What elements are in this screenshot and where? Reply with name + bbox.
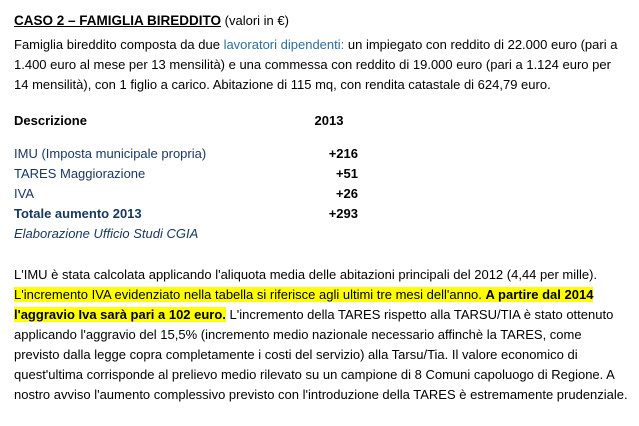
analysis-paragraph: L'IMU è stata calcolata applicando l'ali… xyxy=(14,265,628,405)
document-page: CASO 2 – FAMIGLIA BIREDDITO (valori in €… xyxy=(14,12,628,405)
highlight-bold-text: A partire dal 2014 l'aggravio Iva sarà p… xyxy=(14,287,594,322)
case-title: CASO 2 – FAMIGLIA BIREDDITO (valori in €… xyxy=(14,12,626,30)
table-row: IMU (Imposta municipale propria) +216 xyxy=(14,144,358,164)
table-source-note: Elaborazione Ufficio Studi CGIA xyxy=(14,226,199,241)
lavoratori-dipendenti-link[interactable]: lavoratori dipendenti: xyxy=(223,37,345,52)
table-row: IVA +26 xyxy=(14,184,358,204)
table-row: TARES Maggiorazione +51 xyxy=(14,164,358,184)
row-label-tares: TARES Maggiorazione xyxy=(14,166,146,181)
analysis-text-part2: L'incremento della TARES rispetto alla T… xyxy=(14,307,628,402)
row-value-tares: +51 xyxy=(335,166,358,181)
row-value-imu: +216 xyxy=(328,146,358,161)
highlight-regular-text: L'incremento IVA evidenziato nella tabel… xyxy=(14,287,486,302)
table-header-row: Descrizione 2013 xyxy=(14,112,358,130)
column-header-description: Descrizione xyxy=(14,113,87,128)
row-value-iva: +26 xyxy=(335,186,358,201)
case-title-suffix: (valori in €) xyxy=(221,13,289,28)
intro-text-pre: Famiglia bireddito composta da due xyxy=(14,37,224,52)
column-header-year: 2013 xyxy=(314,113,344,128)
intro-text-post: un impiegato con reddito di 22.000 euro … xyxy=(14,37,618,92)
row-label-imu: IMU (Imposta municipale propria) xyxy=(14,146,207,161)
total-label: Totale aumento 2013 xyxy=(14,206,142,221)
row-label-iva: IVA xyxy=(14,186,34,201)
intro-paragraph: Famiglia bireddito composta da due lavor… xyxy=(14,35,626,95)
case-title-main: CASO 2 – FAMIGLIA BIREDDITO xyxy=(14,13,222,28)
tax-increase-table: Descrizione 2013 IMU (Imposta municipale… xyxy=(14,112,358,244)
table-total-row: Totale aumento 2013 +293 xyxy=(14,204,358,224)
analysis-text-part1: L'IMU è stata calcolata applicando l'ali… xyxy=(14,267,598,282)
total-value: +293 xyxy=(328,206,358,221)
